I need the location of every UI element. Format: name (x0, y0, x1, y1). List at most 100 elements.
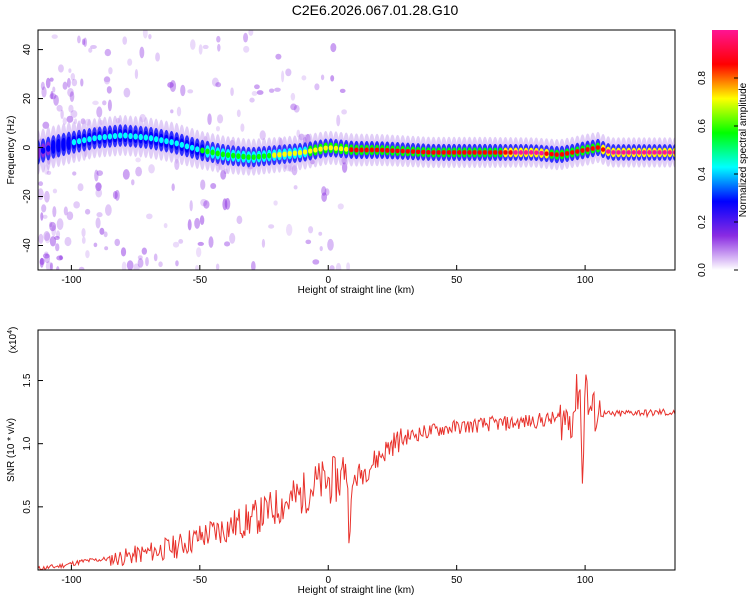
spectrogram-speckle (81, 38, 86, 46)
spectrogram-speckle (198, 44, 203, 55)
spectrogram-speckle (308, 226, 314, 234)
spectrogram-speckle (187, 219, 192, 231)
spectrogram-peak (652, 150, 657, 155)
spectrogram-speckle (207, 113, 212, 126)
spectrogram-peak (123, 132, 128, 139)
spectrogram-peak (503, 150, 508, 155)
spectrogram-speckle (139, 46, 145, 59)
spectrogram-speckle (41, 204, 47, 213)
colorbar-tick-label: 0.6 (697, 119, 708, 133)
spectrogram-speckle (329, 265, 335, 270)
spectrogram-peak (528, 150, 534, 155)
spectrogram-peak (415, 149, 421, 155)
spectrogram-peak (487, 150, 493, 155)
spectrogram-peak (606, 149, 611, 154)
spectrogram-peak (626, 150, 631, 155)
spectrogram-speckle (38, 233, 44, 244)
spectrogram-speckle (96, 212, 103, 218)
spectrogram-speckle (43, 231, 51, 242)
spectrogram-speckle (274, 87, 281, 92)
spectrogram-speckle (286, 223, 293, 236)
spectrogram-speckle (133, 263, 140, 270)
snr-scale-exponent: 4 (7, 330, 14, 334)
spectrogram-speckle (81, 236, 86, 244)
spectrogram-peak (482, 150, 488, 155)
snr-x-tick-label: -50 (193, 575, 208, 586)
snr-scale-label: (x104) (7, 327, 19, 354)
spectrogram-peak (662, 150, 667, 155)
spectrogram-speckle (50, 91, 54, 100)
spectrogram-peak (143, 134, 149, 141)
spectrogram-peak (349, 147, 354, 153)
spectrogram-speckle (99, 227, 105, 235)
spectrogram-speckle (273, 200, 278, 206)
spectrogram-speckle (148, 33, 152, 40)
spectrogram-speckle (314, 83, 320, 91)
snr-scale-base: (x10 (8, 333, 19, 353)
spectrogram-speckle (330, 75, 335, 82)
spectrogram-speckle (58, 64, 64, 73)
spectrogram-peak (559, 152, 565, 157)
colorbar-label: Normalized spectral amplitude (738, 82, 749, 217)
spectrogram-y-ticks: -40 -20 0 20 40 (22, 44, 43, 253)
spectrogram-speckle (95, 188, 103, 198)
snr-scale-close: ) (8, 327, 19, 330)
spectrogram-speckle (215, 82, 222, 88)
spectrogram-speckle (52, 206, 57, 218)
spectrogram-speckle (335, 262, 342, 270)
spectrogram-speckle (137, 255, 143, 260)
spectrogram-peak (328, 145, 334, 151)
spectrogram-speckle (178, 239, 184, 244)
spectrogram-x-tick-label: -100 (61, 275, 81, 286)
colorbar: 0.0 0.2 0.4 0.6 0.8 Normalized spectral ampl… (697, 30, 749, 277)
snr-frame (37, 329, 676, 571)
spectrogram-speckle (240, 123, 245, 132)
spectrogram-speckle (251, 90, 258, 96)
snr-x-ticks: -100 -50 0 50 100 (61, 565, 594, 586)
spectrogram-peak (174, 140, 179, 147)
spectrogram-speckle (42, 253, 50, 259)
spectrogram-peak (467, 150, 472, 155)
spectrogram-speckle (40, 212, 44, 221)
snr-series-line (38, 374, 675, 570)
spectrogram-speckle (51, 225, 57, 237)
spectrogram-peak (657, 150, 662, 155)
spectrogram-peak (508, 150, 513, 155)
spectrogram-speckle (131, 179, 135, 186)
spectrogram-peak (313, 147, 318, 153)
spectrogram-speckle (261, 238, 266, 248)
spectrogram-peak (600, 147, 606, 152)
spectrogram-speckle (336, 114, 341, 127)
spectrogram-peak (87, 136, 92, 143)
spectrogram-speckle (142, 30, 148, 39)
spectrogram-speckle (268, 88, 275, 93)
spectrogram-peak (56, 142, 61, 149)
colorbar-tick-label: 0.0 (697, 263, 708, 277)
spectrogram-speckle (327, 238, 334, 251)
spectrogram-speckle (216, 35, 221, 43)
spectrogram-x-tick-label: 50 (451, 275, 463, 286)
spectrogram-peak (672, 150, 675, 155)
spectrogram-speckle (293, 185, 298, 190)
spectrogram-speckle (60, 109, 64, 120)
spectrogram-peak (112, 132, 118, 140)
spectrogram-speckle (230, 87, 234, 97)
spectrogram-speckle (199, 215, 205, 226)
spectrogram-speckle (127, 58, 133, 66)
spectrogram-speckle (194, 217, 201, 229)
spectrogram-peak (364, 147, 369, 153)
spectrogram-peak (498, 150, 503, 155)
spectrogram-speckle (243, 45, 250, 53)
spectrogram-speckle (330, 42, 337, 53)
spectrogram-speckle (120, 247, 127, 257)
spectrogram-x-tick-label: 0 (325, 275, 331, 286)
spectrogram-peak (518, 150, 524, 155)
spectrogram-speckle (52, 188, 58, 194)
spectrogram-speckle (39, 258, 45, 265)
spectrogram-peak (570, 150, 575, 155)
spectrogram-speckle (54, 235, 60, 240)
spectrogram-speckle (112, 190, 118, 200)
spectrogram-peak (277, 151, 282, 158)
spectrogram-speckle (208, 236, 214, 248)
